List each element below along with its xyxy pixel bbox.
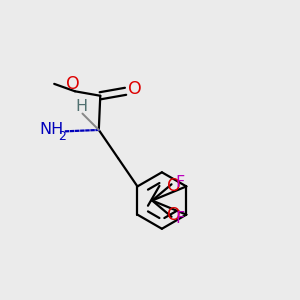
Text: H: H [76,99,88,114]
Text: NH: NH [39,122,63,137]
Text: F: F [176,211,185,226]
Text: O: O [167,177,181,195]
Text: 2: 2 [58,130,67,143]
Text: O: O [128,80,142,98]
Text: F: F [176,175,185,190]
Text: O: O [167,206,181,224]
Text: O: O [66,75,80,93]
